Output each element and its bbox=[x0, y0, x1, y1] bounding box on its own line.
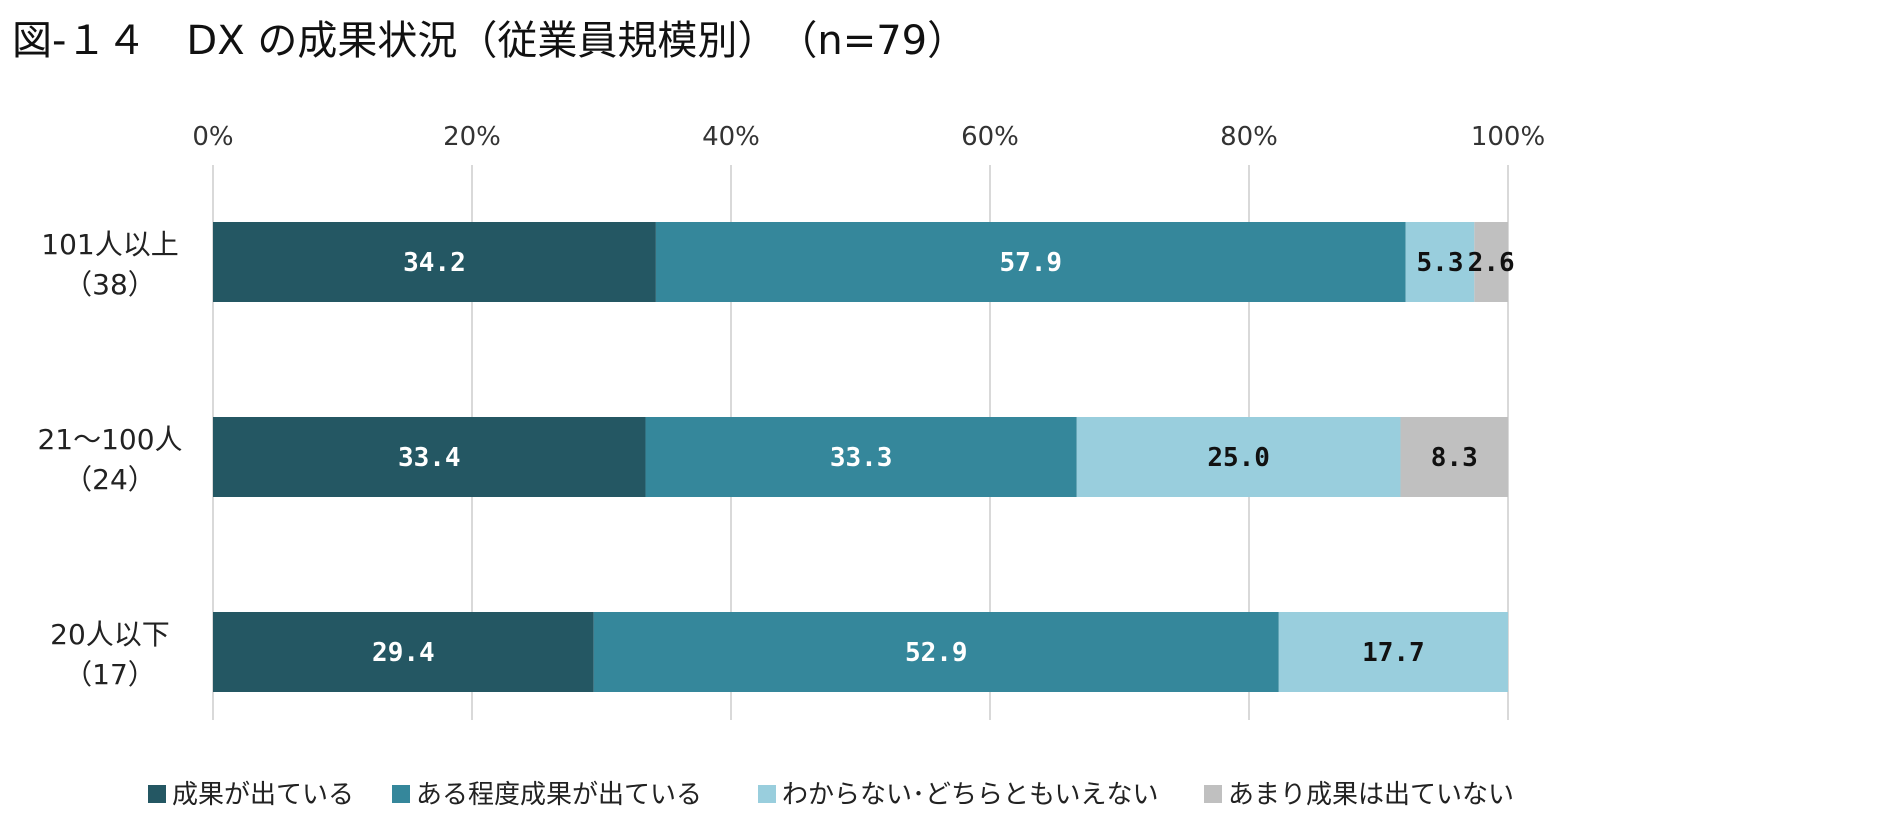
legend-entry: 成果が出ている bbox=[172, 780, 354, 810]
data-label: 57.9 bbox=[999, 248, 1062, 278]
chart-title: 図-１４ DX の成果状況（従業員規模別） （n=79） bbox=[12, 18, 968, 64]
category-count: （24） bbox=[64, 463, 156, 496]
category-label: 101人以上 bbox=[41, 228, 178, 261]
data-label: 29.4 bbox=[372, 638, 435, 668]
bar-segment bbox=[1405, 222, 1475, 302]
bar-segment bbox=[593, 612, 1279, 692]
x-tick-label: 0% bbox=[192, 122, 233, 152]
bars: 34.2 57.9 5.3 2.6 33.4 33.3 25.0 8.3 29.4 52.9 17.… bbox=[213, 222, 1515, 692]
bar-segment bbox=[1400, 417, 1508, 497]
bar-segment bbox=[1278, 612, 1508, 692]
x-axis-ticks: 0% 20% 40% 60% 80% 100% bbox=[192, 122, 1545, 152]
legend-swatch bbox=[148, 785, 166, 803]
data-label: 33.3 bbox=[830, 443, 893, 473]
x-tick-label: 20% bbox=[443, 122, 501, 152]
category-label: 20人以下 bbox=[50, 618, 170, 651]
data-label: 17.7 bbox=[1362, 638, 1425, 668]
legend-entry: あまり成果は出ていない bbox=[1228, 780, 1514, 810]
category-label: 21～100人 bbox=[37, 423, 182, 456]
x-tick-label: 100% bbox=[1471, 122, 1545, 152]
data-label: 34.2 bbox=[403, 248, 466, 278]
bar-segment bbox=[213, 222, 656, 302]
data-label: 25.0 bbox=[1207, 443, 1270, 473]
x-tick-label: 40% bbox=[702, 122, 760, 152]
data-label: 33.4 bbox=[398, 443, 461, 473]
legend-swatch bbox=[392, 785, 410, 803]
legend-swatch bbox=[1204, 785, 1222, 803]
bar-segment bbox=[1474, 222, 1508, 302]
category-count: （17） bbox=[64, 658, 156, 691]
category-count: （38） bbox=[64, 268, 156, 301]
x-tick-label: 60% bbox=[961, 122, 1019, 152]
bar-segment bbox=[655, 222, 1406, 302]
data-label: 2.6 bbox=[1468, 248, 1515, 278]
legend-entry: ある程度成果が出ている bbox=[416, 780, 702, 810]
legend-swatch bbox=[758, 785, 776, 803]
bar-segment bbox=[213, 417, 646, 497]
category-labels: 101人以上 （38） 21～100人 （24） 20人以下 （17） bbox=[37, 228, 182, 691]
legend-entry: わからない･どちらともいえない bbox=[782, 780, 1158, 810]
bar-segment bbox=[1076, 417, 1401, 497]
data-label: 8.3 bbox=[1431, 443, 1478, 473]
bar-segment bbox=[645, 417, 1077, 497]
bar-segment bbox=[213, 612, 594, 692]
x-tick-label: 80% bbox=[1220, 122, 1278, 152]
data-label: 5.3 bbox=[1417, 248, 1464, 278]
legend: 成果が出ている ある程度成果が出ている わからない･どちらともいえない あまり成果は出… bbox=[148, 780, 1514, 810]
data-label: 52.9 bbox=[905, 638, 968, 668]
